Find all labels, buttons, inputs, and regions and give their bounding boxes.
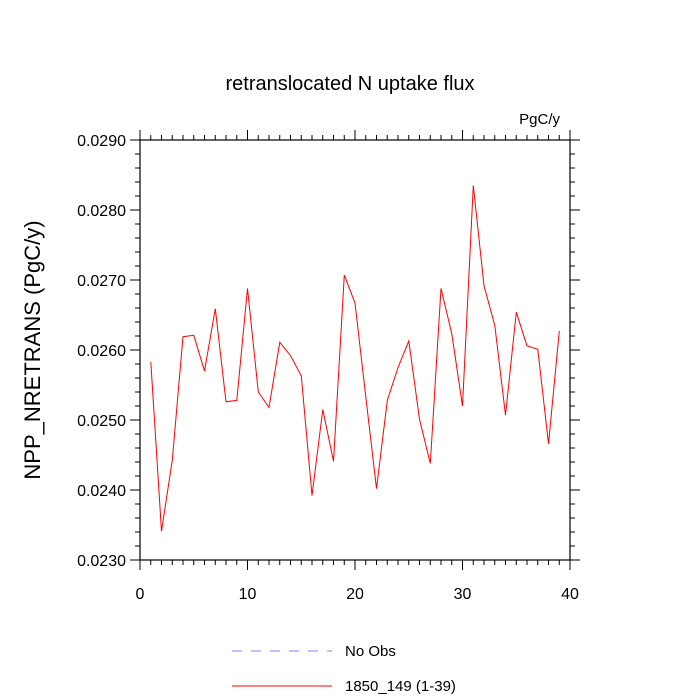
y-tick-label: 0.0280 xyxy=(77,203,126,220)
series xyxy=(150,185,560,532)
series-line xyxy=(150,185,560,532)
y-tick-label: 0.0240 xyxy=(77,483,126,500)
chart-title: retranslocated N uptake flux xyxy=(225,73,474,95)
y-tick-label: 0.0270 xyxy=(77,273,126,290)
x-tick-label: 0 xyxy=(136,586,145,603)
y-tick-label: 0.0290 xyxy=(77,133,126,150)
legend-label: No Obs xyxy=(345,643,396,660)
x-tick-label: 40 xyxy=(561,586,579,603)
y-axis-label: NPP_NRETRANS (PgC/y) xyxy=(20,220,45,479)
x-tick-label: 20 xyxy=(346,586,364,603)
plot-frame xyxy=(139,139,571,561)
y-tick-label: 0.0230 xyxy=(77,553,126,570)
y-tick-label: 0.0260 xyxy=(77,343,126,360)
x-tick-label: 30 xyxy=(454,586,472,603)
y-tick-label: 0.0250 xyxy=(77,413,126,430)
units-label: PgC/y xyxy=(519,111,560,128)
x-tick-label: 10 xyxy=(239,586,257,603)
legend-label: 1850_149 (1-39) xyxy=(345,678,456,695)
legend: No Obs 1850_149 (1-39) xyxy=(232,643,456,695)
ticks: 0 10 20 30 40 0.0230 0.0240 0.0250 0.0260 0.0270 0… xyxy=(77,130,580,603)
